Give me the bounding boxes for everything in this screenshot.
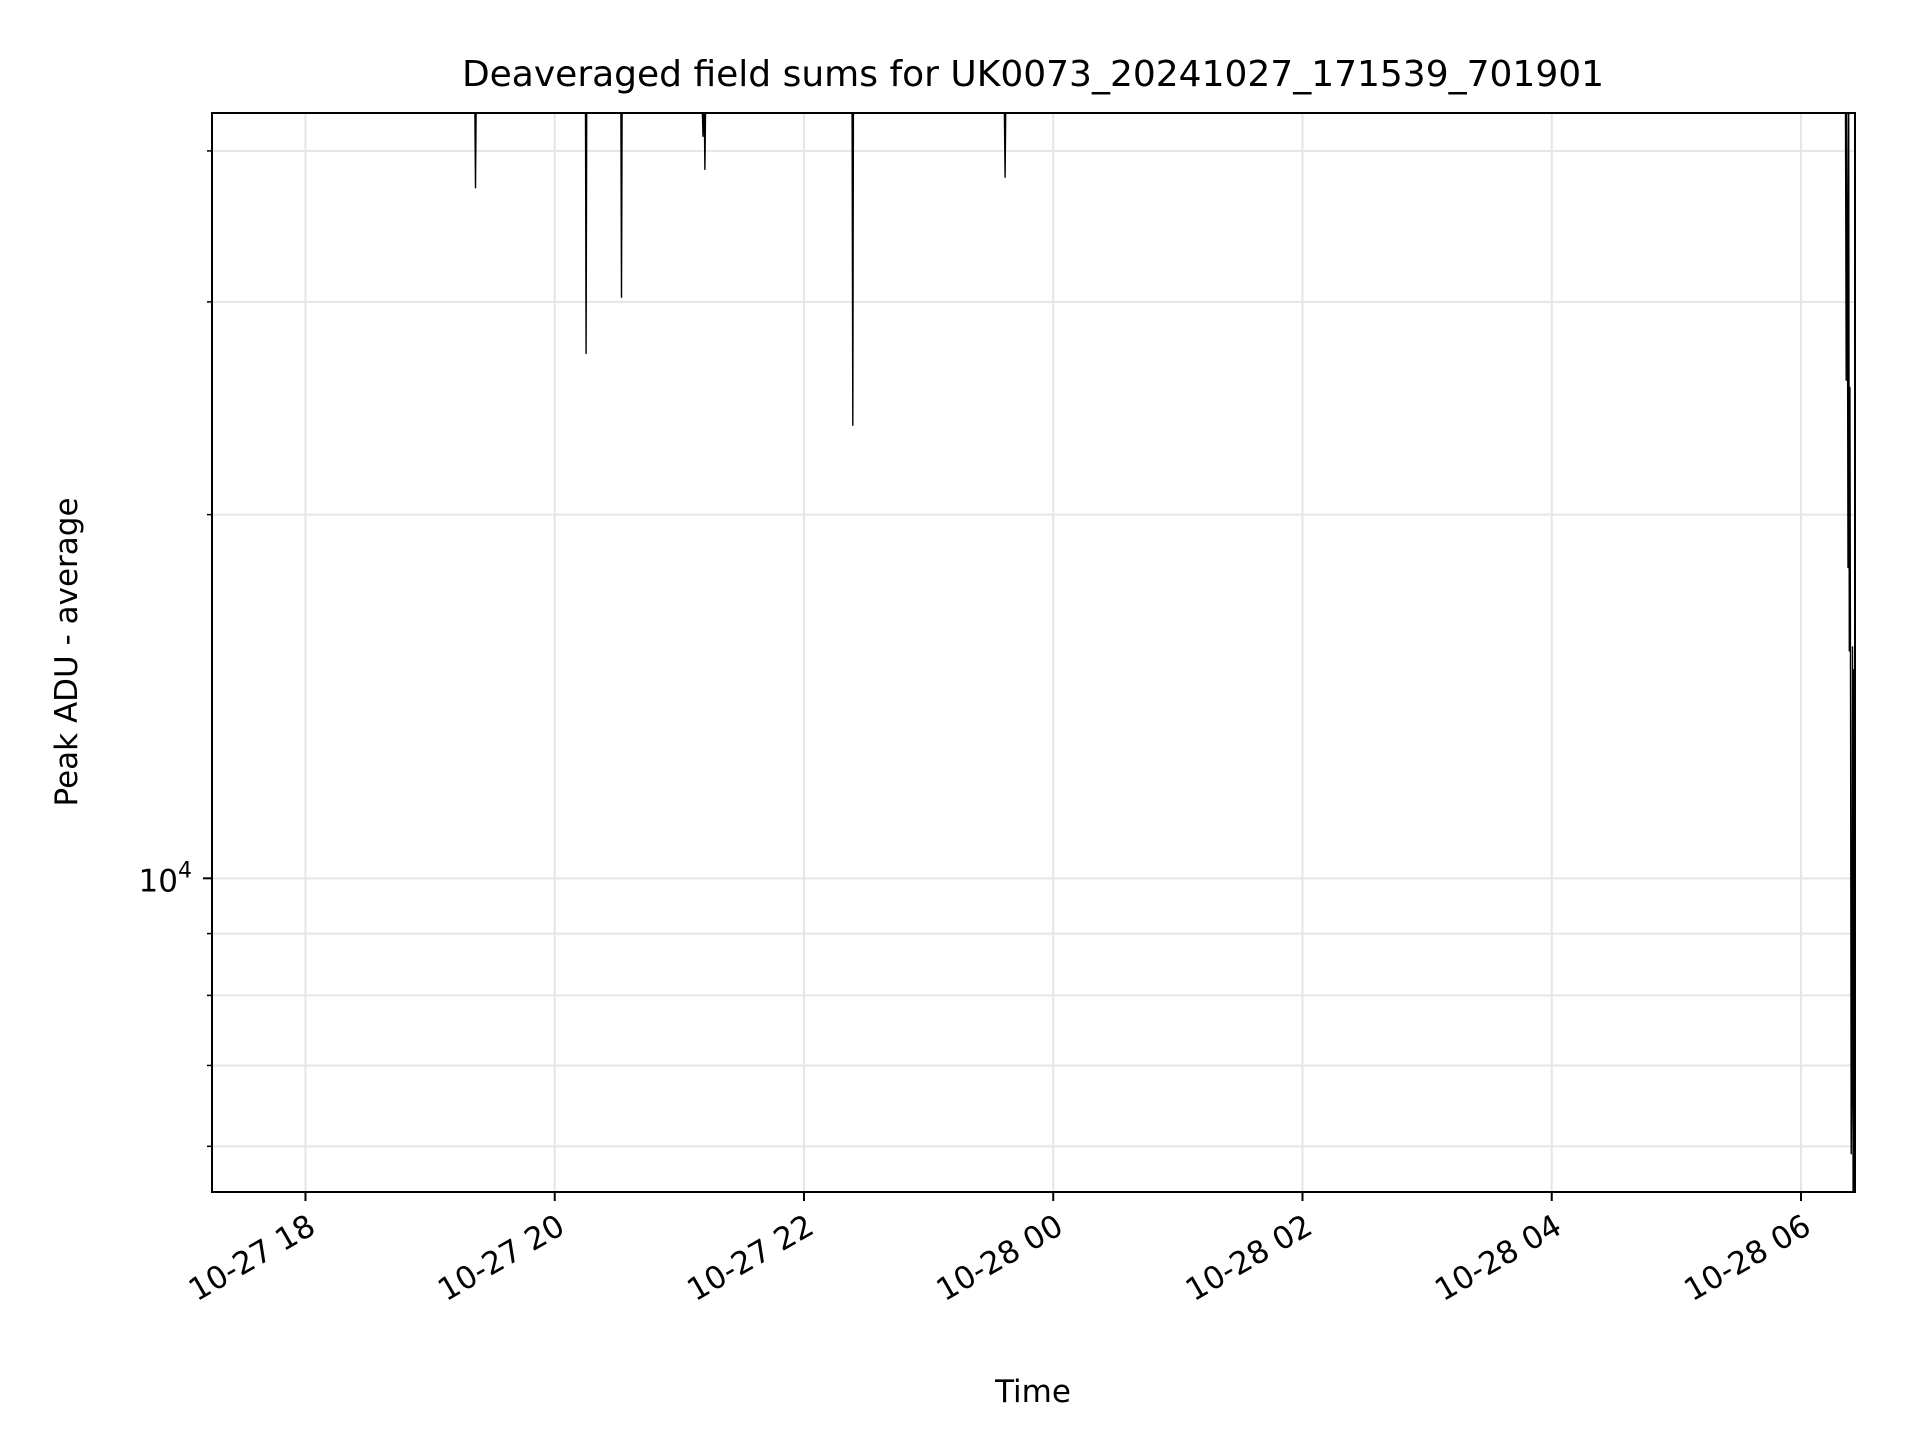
chart-title: Deaveraged field sums for UK0073_2024102… (462, 54, 1604, 95)
x-tick-label: 10-28 04 (1429, 1208, 1568, 1309)
x-tick-label: 10-28 00 (931, 1208, 1070, 1309)
x-tick-label: 10-28 02 (1180, 1208, 1319, 1309)
grid (212, 113, 1855, 1192)
x-tick-label: 10-27 18 (183, 1208, 322, 1309)
y-tick-label: 104 (139, 858, 192, 899)
data-layer (211, 112, 1856, 1193)
x-tick-label: 10-27 20 (432, 1208, 571, 1309)
y-axis-label: Peak ADU - average (49, 497, 85, 806)
x-tick-label: 10-28 06 (1678, 1208, 1817, 1309)
x-tick-label: 10-27 22 (681, 1208, 820, 1309)
x-axis-label: Time (994, 1374, 1071, 1410)
plot-frame (211, 112, 1856, 1193)
series-line (211, 112, 1856, 1193)
